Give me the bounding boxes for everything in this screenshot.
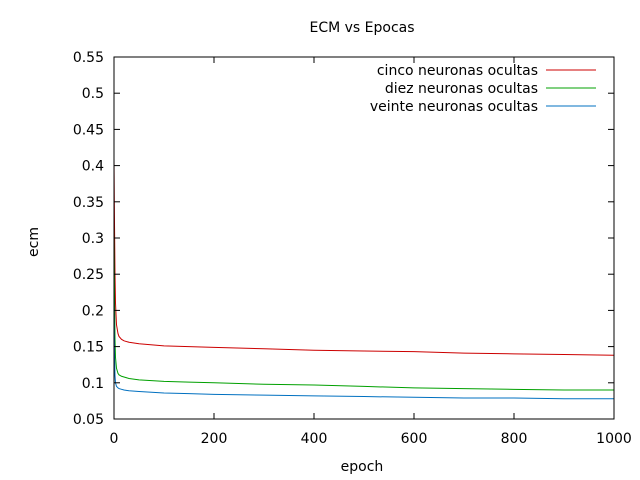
- x-tick-label: 1000: [596, 431, 632, 447]
- legend-label-1: cinco neuronas ocultas: [377, 63, 538, 79]
- y-tick-label: 0.55: [73, 50, 104, 66]
- y-tick-label: 0.4: [82, 159, 104, 175]
- x-axis-label: epoch: [341, 459, 384, 475]
- legend-label-2: diez neuronas ocultas: [385, 81, 538, 97]
- y-tick-label: 0.05: [73, 412, 104, 428]
- y-tick-label: 0.15: [73, 340, 104, 356]
- legend-label-3: veinte neuronas ocultas: [370, 99, 538, 115]
- legend: cinco neuronas ocultas diez neuronas ocul…: [370, 63, 596, 115]
- chart-title: ECM vs Epocas: [309, 20, 414, 36]
- y-tick-label: 0.2: [82, 303, 104, 319]
- y-tick-label: 0.35: [73, 195, 104, 211]
- y-tick-label: 0.25: [73, 267, 104, 283]
- y-tick-label: 0.3: [82, 231, 104, 247]
- series-layer: [113, 158, 615, 400]
- y-tick-label: 0.5: [82, 86, 104, 102]
- x-tick-label: 800: [501, 431, 528, 447]
- y-axis-label: ecm: [26, 227, 42, 257]
- series-line-2: [113, 223, 614, 391]
- x-tick-label: 400: [301, 431, 328, 447]
- x-tick-label: 0: [110, 431, 119, 447]
- y-tick-label: 0.1: [82, 376, 104, 392]
- x-tick-label: 600: [401, 431, 428, 447]
- ticks-layer: 0.05 0.1 0.15 0.2 0.25 0.3 0.35 0.4 0.45 0.5 0.55 0…: [73, 50, 632, 447]
- plot-frame: [113, 56, 615, 420]
- series-line-3: [113, 295, 614, 400]
- series-line-1: [113, 158, 615, 356]
- x-tick-label: 200: [201, 431, 228, 447]
- y-tick-label: 0.45: [73, 122, 104, 138]
